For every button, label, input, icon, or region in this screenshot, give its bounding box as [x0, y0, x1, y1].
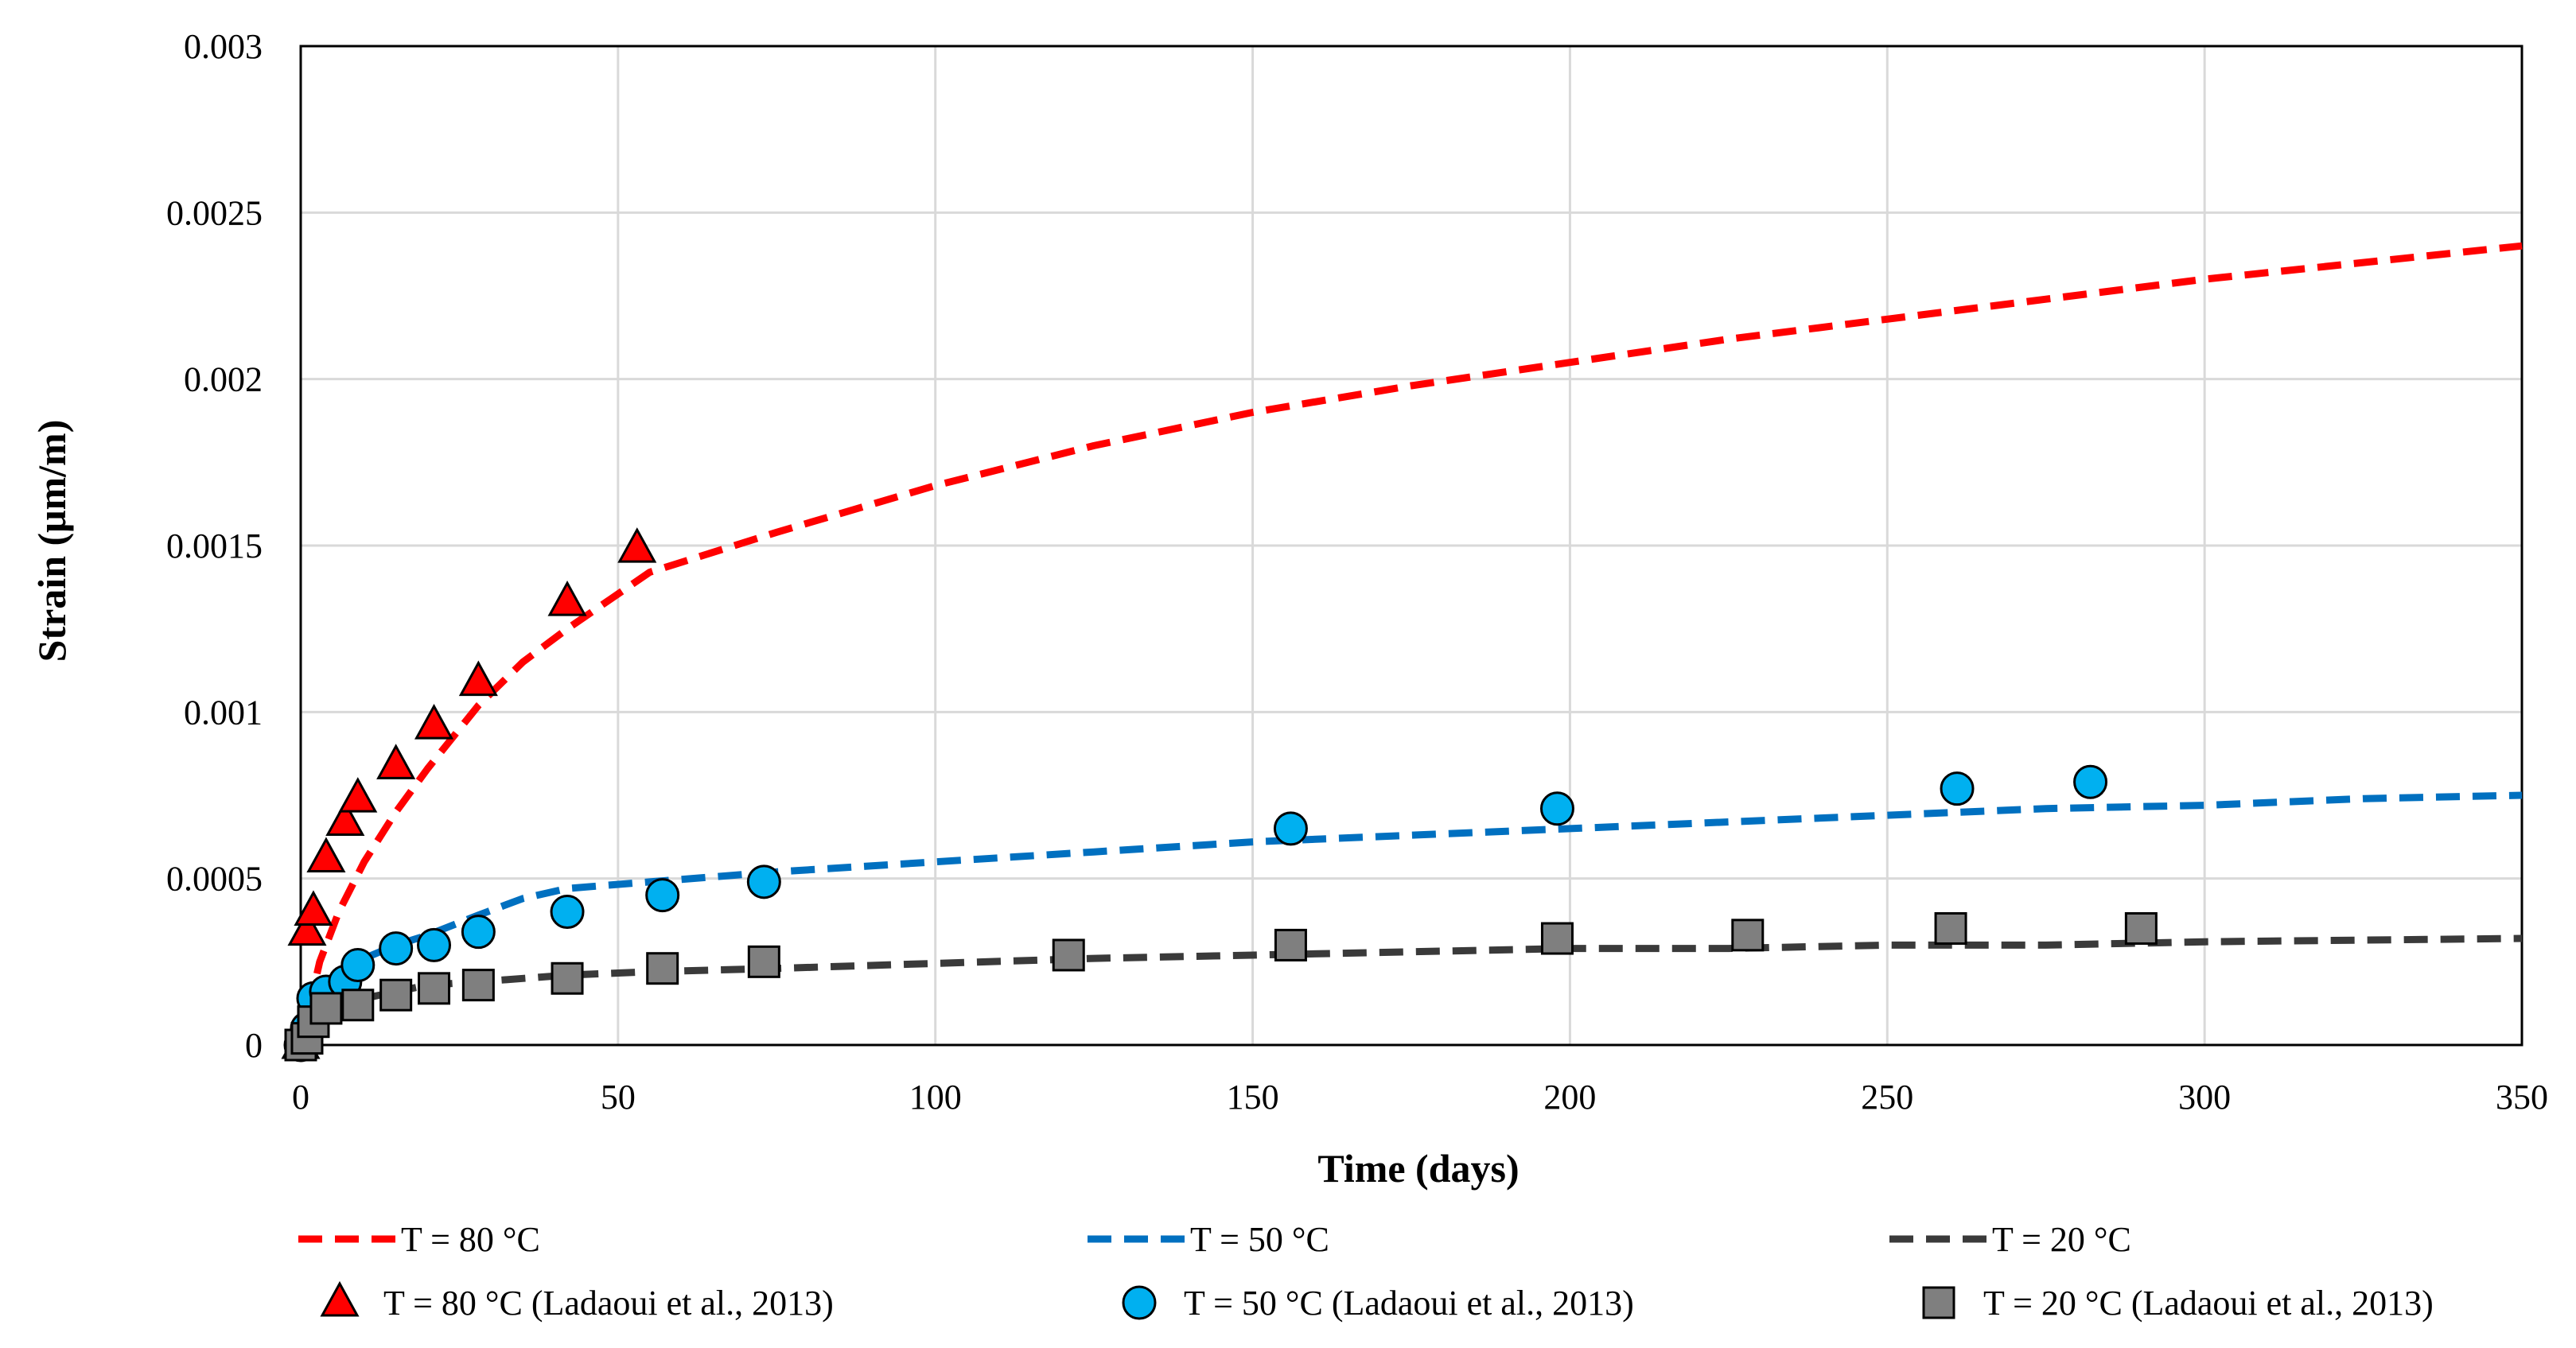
data-point-circle: [550, 895, 585, 930]
legend-label: T = 20 °C: [1992, 1220, 2131, 1259]
data-point-circle: [1940, 771, 1975, 806]
data-point-triangle: [338, 777, 378, 813]
data-point-circle: [417, 927, 452, 962]
y-tick-label: 0.001: [184, 693, 263, 732]
data-point-square: [309, 992, 343, 1025]
data-point-circle: [1273, 811, 1308, 846]
plot-border: [299, 45, 2523, 1047]
x-tick-label: 300: [2178, 1078, 2231, 1117]
data-point-triangle: [294, 890, 333, 927]
data-point-square: [379, 978, 413, 1012]
data-point-square: [646, 952, 679, 985]
data-point-circle: [645, 878, 680, 913]
x-tick-label: 0: [292, 1078, 309, 1117]
legend-label: T = 20 °C (Ladaoui et al., 2013): [1983, 1284, 2434, 1323]
x-tick-label: 350: [2496, 1078, 2548, 1117]
data-point-triangle: [306, 837, 346, 873]
data-point-triangle: [376, 744, 416, 779]
data-point-circle: [1539, 791, 1574, 826]
y-tick-label: 0.0005: [166, 860, 263, 899]
data-point-circle: [340, 948, 376, 983]
legend-marker-swatch: [1922, 1286, 1955, 1319]
data-point-circle: [2073, 764, 2108, 799]
data-point-triangle: [617, 527, 657, 563]
legend-label: T = 80 °C (Ladaoui et al., 2013): [383, 1284, 834, 1323]
data-point-triangle: [287, 910, 327, 946]
data-point-square: [1731, 919, 1765, 952]
data-point-circle: [379, 931, 414, 966]
x-tick-label: 200: [1543, 1078, 1596, 1117]
y-tick-label: 0.003: [184, 27, 263, 66]
x-tick-label: 150: [1227, 1078, 1279, 1117]
axes: [299, 45, 2523, 1047]
data-point-circle: [461, 915, 496, 950]
y-axis-title: Strain (μm/m): [29, 420, 74, 662]
data-point-square: [747, 945, 780, 978]
x-axis-title: Time (days): [1317, 1146, 1519, 1191]
x-tick-label: 100: [909, 1078, 962, 1117]
x-tick-label: 50: [601, 1078, 636, 1117]
data-point-square: [1274, 928, 1307, 961]
series-line-t-20-c: [298, 934, 2523, 1047]
y-tick-label: 0.0015: [166, 526, 263, 565]
data-point-square: [2124, 911, 2158, 945]
series-line-t-50-c: [297, 791, 2523, 1047]
data-point-square: [341, 989, 375, 1022]
data-point-triangle: [458, 660, 498, 697]
legend-label: T = 50 °C (Ladaoui et al., 2013): [1184, 1284, 1634, 1323]
data-point-square: [551, 961, 584, 995]
y-tick-label: 0.0025: [166, 193, 263, 232]
data-point-triangle: [547, 581, 587, 616]
legend-label: T = 50 °C: [1190, 1220, 1329, 1259]
legend-marker-swatch: [320, 1280, 360, 1317]
data-point-square: [1052, 938, 1085, 972]
x-tick-label: 250: [1861, 1078, 1913, 1117]
data-point-triangle: [414, 703, 454, 740]
fit-lines: [297, 242, 2523, 1047]
y-tick-label: 0.002: [184, 360, 263, 399]
data-markers: [281, 527, 2158, 1062]
data-point-triangle: [325, 800, 365, 836]
data-point-circle: [746, 864, 781, 899]
series-line-t-80-c: [297, 242, 2523, 1047]
tick-labels: 0 50 100 150 200 250 300 350 0 0.0005 0.001 0.0015 0…: [166, 27, 2548, 1117]
y-tick-label: 0: [245, 1026, 263, 1065]
data-point-square: [418, 972, 451, 1005]
data-point-square: [1934, 911, 1967, 945]
data-point-square: [1540, 922, 1574, 955]
legend: T = 80 °C T = 50 °C T = 20 °C T = 80 °C (La…: [298, 1220, 2434, 1323]
data-point-square: [461, 969, 495, 1002]
legend-label: T = 80 °C: [401, 1220, 540, 1259]
legend-marker-swatch: [1122, 1285, 1157, 1320]
